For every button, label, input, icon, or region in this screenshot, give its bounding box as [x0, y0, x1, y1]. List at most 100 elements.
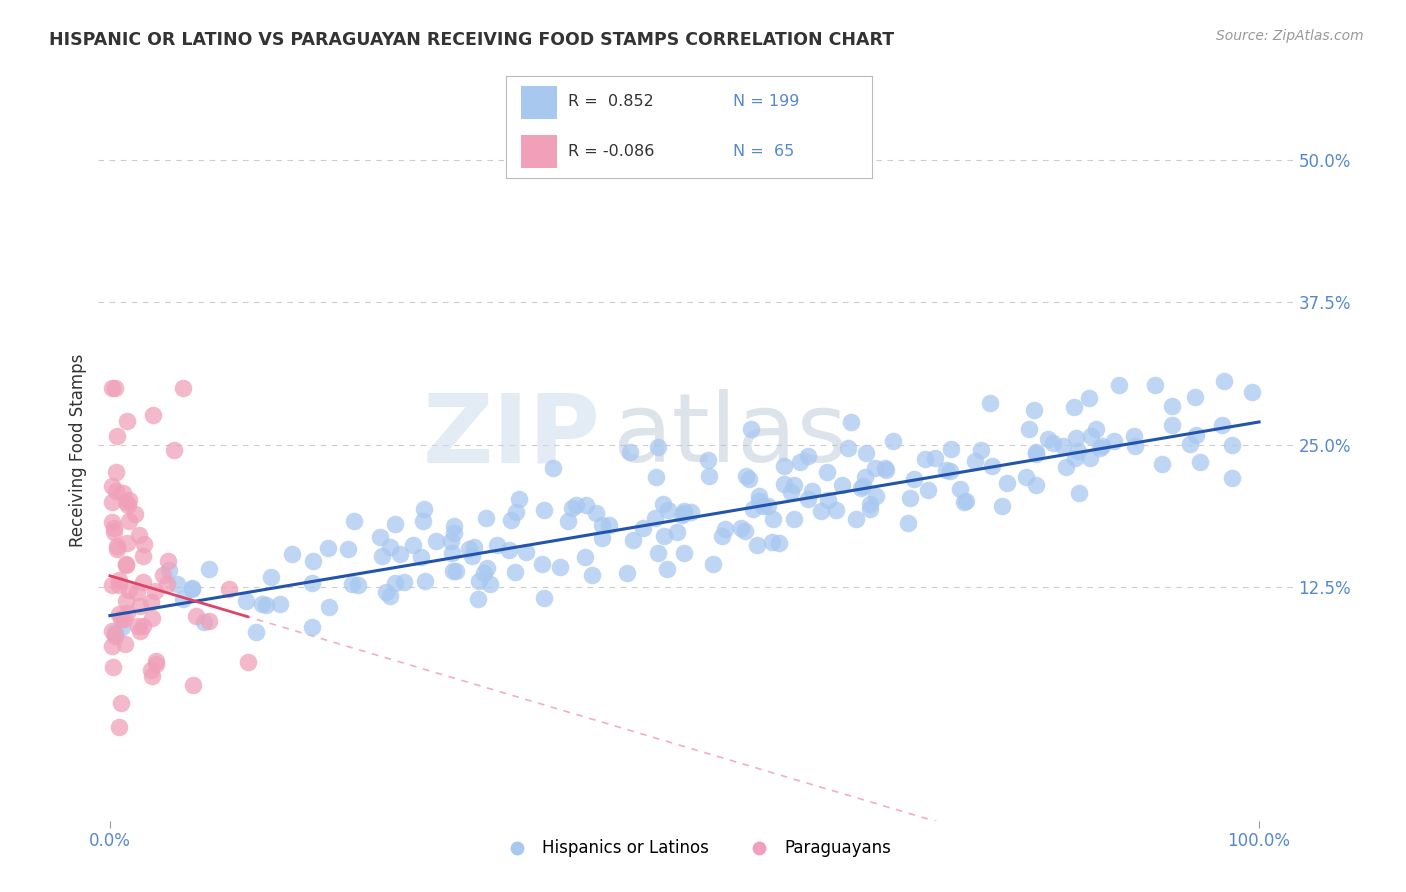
Point	[118, 492, 141, 507]
Point	[652, 496, 675, 510]
Point	[1063, 400, 1085, 414]
Text: Source: ZipAtlas.com: Source: ZipAtlas.com	[1216, 29, 1364, 43]
Point	[591, 518, 613, 533]
Point	[561, 501, 583, 516]
Point	[440, 546, 463, 560]
Point	[132, 537, 155, 551]
Point	[574, 550, 596, 565]
Point	[245, 625, 267, 640]
Point	[112, 486, 135, 500]
Point	[875, 463, 897, 477]
Point	[115, 557, 138, 571]
Point	[503, 565, 526, 579]
Point	[738, 472, 761, 486]
Point	[163, 443, 186, 458]
Point	[115, 594, 138, 608]
Point	[281, 547, 304, 561]
Text: R = -0.086: R = -0.086	[568, 144, 655, 159]
Point	[115, 535, 138, 549]
Point	[1160, 400, 1182, 414]
Point	[260, 570, 283, 584]
Point	[441, 564, 464, 578]
Point	[336, 541, 359, 556]
Point	[172, 381, 194, 395]
Point	[156, 576, 179, 591]
Point	[181, 582, 204, 596]
Point	[141, 668, 163, 682]
Point	[969, 443, 991, 458]
Point	[898, 491, 921, 505]
Point	[1211, 417, 1233, 432]
Point	[644, 510, 666, 524]
Point	[585, 506, 607, 520]
Point	[849, 481, 872, 495]
Point	[508, 492, 530, 507]
Point	[389, 548, 412, 562]
Point	[1102, 434, 1125, 448]
Point	[1025, 477, 1047, 491]
Point	[845, 512, 868, 526]
Text: R =  0.852: R = 0.852	[568, 95, 654, 110]
Point	[127, 584, 149, 599]
Point	[371, 549, 394, 563]
Point	[783, 512, 806, 526]
Point	[301, 620, 323, 634]
Point	[796, 492, 818, 507]
Point	[810, 504, 832, 518]
Point	[256, 598, 278, 612]
Point	[343, 514, 366, 528]
Point	[817, 492, 839, 507]
Point	[141, 611, 163, 625]
Point	[1144, 378, 1167, 392]
Point	[104, 381, 127, 395]
Point	[402, 538, 425, 552]
Point	[124, 507, 146, 521]
Point	[110, 697, 132, 711]
Point	[152, 568, 174, 582]
Point	[413, 574, 436, 588]
Bar	[520, 87, 557, 119]
Point	[730, 521, 752, 535]
Point	[863, 461, 886, 475]
Point	[443, 518, 465, 533]
Point	[145, 584, 167, 599]
Point	[1067, 444, 1090, 458]
Point	[797, 449, 820, 463]
Point	[463, 540, 485, 554]
Point	[457, 542, 479, 557]
Point	[1036, 432, 1059, 446]
Point	[853, 470, 876, 484]
Point	[995, 476, 1018, 491]
Point	[114, 637, 136, 651]
Point	[1018, 422, 1040, 436]
Point	[301, 575, 323, 590]
Point	[505, 505, 527, 519]
Point	[392, 574, 415, 589]
Point	[773, 459, 796, 474]
Point	[1064, 450, 1087, 465]
Point	[486, 538, 509, 552]
Text: HISPANIC OR LATINO VS PARAGUAYAN RECEIVING FOOD STAMPS CORRELATION CHART: HISPANIC OR LATINO VS PARAGUAYAN RECEIVI…	[49, 31, 894, 49]
Point	[132, 549, 155, 563]
Point	[761, 535, 783, 549]
Point	[108, 607, 131, 621]
Point	[181, 678, 204, 692]
Point	[882, 434, 904, 449]
Point	[142, 408, 165, 422]
Point	[180, 581, 202, 595]
Point	[461, 549, 484, 563]
Point	[747, 493, 769, 508]
Point	[145, 657, 167, 671]
Point	[953, 495, 976, 509]
Point	[1241, 384, 1264, 399]
Text: ZIP: ZIP	[422, 389, 600, 483]
Point	[1108, 378, 1130, 392]
Point	[269, 597, 291, 611]
Point	[1213, 374, 1236, 388]
Point	[105, 429, 128, 443]
Point	[1189, 455, 1212, 469]
Point	[631, 521, 654, 535]
Point	[103, 524, 125, 539]
Point	[616, 566, 638, 580]
Point	[914, 451, 936, 466]
